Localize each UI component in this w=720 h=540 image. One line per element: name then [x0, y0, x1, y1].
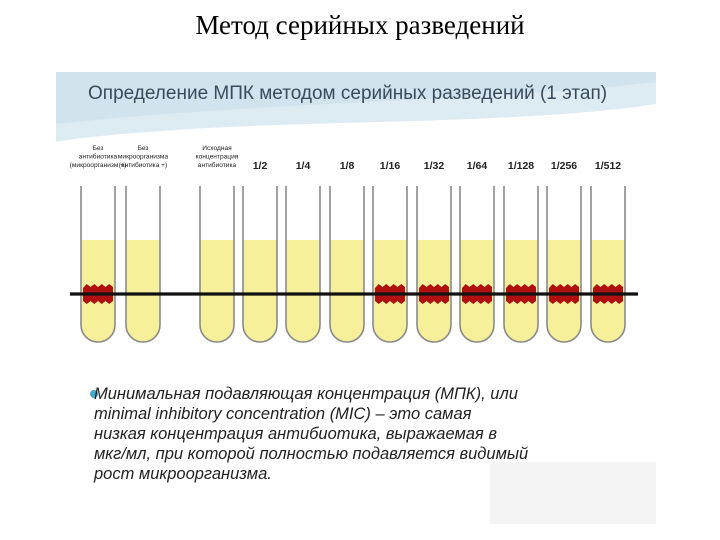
test-tube: 1/256: [546, 160, 582, 343]
tube-outline: [125, 186, 161, 343]
bullet-icon: [90, 390, 98, 398]
tube-liquid: [243, 240, 277, 342]
tube-row: Без антибиотика (микроорганизм +)Без микроо…: [70, 145, 638, 343]
test-tube: 1/2: [242, 160, 278, 343]
test-tube: Исходная концентрация антибиотика: [196, 145, 239, 343]
test-tube: 1/8: [329, 160, 365, 343]
tube-label: 1/8: [340, 160, 355, 172]
tube-outline: [242, 186, 278, 343]
tube-outline: [416, 186, 452, 343]
tube-label: 1/128: [508, 160, 534, 172]
tube-label: 1/256: [551, 160, 577, 172]
decorative-block: [490, 462, 656, 524]
test-tube: 1/64: [459, 160, 495, 343]
tube-label: 1/512: [595, 160, 621, 172]
tube-outline: [372, 186, 408, 343]
slide-heading: Определение МПК методом серийных разведе…: [88, 83, 608, 104]
page-title: Метод серийных разведений: [195, 10, 525, 40]
test-tube: Без антибиотика (микроорганизм +): [70, 145, 127, 343]
definition-text: Минимальная подавляющая концентрация (МП…: [94, 384, 624, 484]
test-tube: 1/512: [590, 160, 626, 343]
test-tube: Без микроорганизма (антибиотика +): [118, 145, 169, 343]
tube-label: 1/4: [296, 160, 311, 172]
tube-liquid: [330, 240, 364, 342]
tube-label: Без антибиотика (микроорганизм +): [70, 145, 127, 169]
definition-line: minimal inhibitory concentration (MIC) –…: [94, 405, 472, 423]
tube-label: Без микроорганизма (антибиотика +): [118, 145, 169, 169]
tube-outline: [285, 186, 321, 343]
tube-liquid: [200, 240, 234, 342]
slide: Определение МПК методом серийных разведе…: [56, 72, 656, 524]
test-tube: 1/32: [416, 160, 452, 343]
definition-line: рост микроорганизма.: [94, 465, 272, 483]
tube-label: 1/2: [253, 160, 268, 172]
definition-line: Минимальная подавляющая концентрация (МП…: [94, 385, 518, 403]
tube-outline: [80, 186, 116, 343]
definition-line: низкая концентрация антибиотика, выражае…: [94, 425, 497, 443]
tube-outline: [546, 186, 582, 343]
tube-label: 1/32: [424, 160, 445, 172]
definition-line: мкг/мл, при которой полностью подавляетс…: [94, 445, 529, 463]
tube-outline: [199, 186, 235, 343]
tube-liquid: [126, 240, 160, 342]
tube-liquid: [286, 240, 320, 342]
test-tube: 1/128: [503, 160, 539, 343]
tube-outline: [459, 186, 495, 343]
tube-outline: [329, 186, 365, 343]
slide-header-band: [56, 72, 656, 142]
tube-label: Исходная концентрация антибиотика: [196, 145, 239, 169]
tube-label: 1/16: [380, 160, 401, 172]
tube-outline: [590, 186, 626, 343]
test-tube: 1/16: [372, 160, 408, 343]
tube-outline: [503, 186, 539, 343]
test-tube: 1/4: [285, 160, 321, 343]
tube-label: 1/64: [467, 160, 488, 172]
